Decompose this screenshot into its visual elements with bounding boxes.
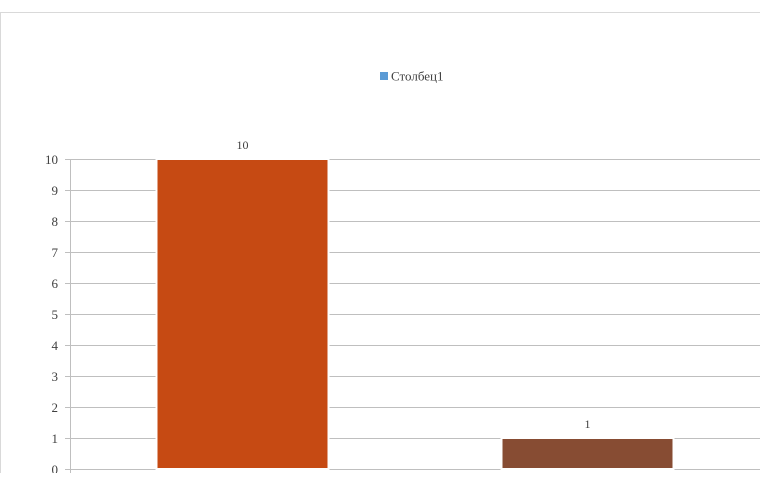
data-label-1: 10 xyxy=(237,138,249,152)
y-tick-label: 1 xyxy=(52,431,59,446)
bar-1 xyxy=(157,159,329,469)
y-tick-label: 10 xyxy=(45,152,58,167)
legend-swatch xyxy=(380,72,388,80)
legend-entry: Столбец1 xyxy=(391,69,444,84)
data-label-2: 1 xyxy=(585,417,591,431)
y-tick-label: 0 xyxy=(52,462,59,473)
y-tick-label: 4 xyxy=(52,338,59,353)
y-tick-label: 3 xyxy=(52,369,59,384)
chart-border xyxy=(1,13,760,474)
y-tick-label: 7 xyxy=(52,245,59,260)
y-tick-label: 8 xyxy=(52,214,59,229)
y-tick-label: 5 xyxy=(52,307,59,322)
y-tick-label: 6 xyxy=(52,276,59,291)
bar-2 xyxy=(502,438,674,469)
y-tick-label: 9 xyxy=(52,183,59,198)
y-tick-label: 2 xyxy=(52,400,59,415)
